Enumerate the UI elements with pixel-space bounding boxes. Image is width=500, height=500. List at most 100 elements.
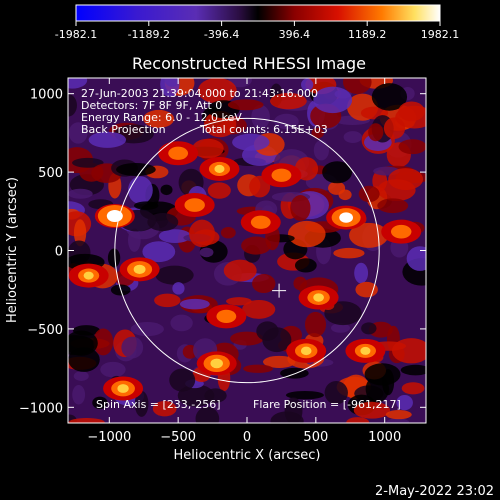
detectors-text: Detectors: 7F 8F 9F, Att 0 bbox=[81, 99, 222, 112]
heatmap-cell bbox=[406, 246, 426, 271]
heatmap-cell bbox=[155, 265, 194, 285]
hotspot-core bbox=[117, 384, 129, 393]
heatmap-cell bbox=[391, 338, 426, 364]
hotspot-core bbox=[210, 358, 223, 369]
axes: −1000 −500 0 500 1000 −1000 −500 0 500 1000 bbox=[19, 78, 426, 445]
heatmap-cell bbox=[274, 113, 299, 130]
heatmap-cell bbox=[251, 104, 270, 129]
heatmap-cell bbox=[158, 229, 192, 244]
time-range-text: 27-Jun-2003 21:39:04.000 to 21:43:16.000 bbox=[81, 87, 318, 100]
heatmap-cell bbox=[331, 323, 350, 333]
hotspot-core bbox=[83, 271, 94, 280]
hotspot-core bbox=[300, 346, 312, 356]
heatmap-cell bbox=[342, 78, 372, 94]
heatmap-cell bbox=[368, 123, 384, 142]
heatmap-cell bbox=[398, 139, 426, 155]
heatmap-cell bbox=[128, 228, 141, 252]
heatmap-cell bbox=[68, 188, 93, 199]
heatmap-cell bbox=[252, 274, 276, 294]
colorbar-tick-label: -1982.1 bbox=[55, 28, 97, 41]
heatmap-cell bbox=[134, 201, 159, 210]
hotspot-core bbox=[313, 293, 324, 302]
x-tick-label: −1000 bbox=[87, 430, 131, 445]
hotspot bbox=[216, 309, 237, 323]
heatmap-cell bbox=[290, 194, 311, 222]
heatmap-cell bbox=[287, 220, 326, 248]
y-tick-label: 500 bbox=[38, 166, 63, 181]
x-tick-label: 0 bbox=[243, 430, 251, 445]
hotspot bbox=[184, 198, 205, 212]
hotspot-core bbox=[133, 264, 146, 274]
heatmap-cell bbox=[220, 226, 236, 239]
heatmap-cell bbox=[199, 247, 214, 258]
heatmap-cell bbox=[88, 131, 127, 148]
heatmap-cell bbox=[396, 394, 413, 411]
colorbar-tick-label: 1189.2 bbox=[348, 28, 387, 41]
heatmap-cell bbox=[383, 117, 406, 139]
heatmap-cell bbox=[107, 248, 121, 268]
heatmap-cell bbox=[73, 371, 89, 381]
heatmap-cell bbox=[361, 322, 377, 335]
heatmap-cell bbox=[92, 396, 108, 410]
heatmap-cell bbox=[170, 314, 193, 332]
heatmap-cell bbox=[154, 293, 181, 308]
heatmap-cell bbox=[197, 78, 237, 104]
heatmap-cell bbox=[72, 157, 104, 168]
heatmap-cell bbox=[398, 101, 425, 122]
heatmap-cell bbox=[294, 258, 317, 273]
heatmap-cell bbox=[313, 86, 353, 114]
x-tick-label: 500 bbox=[303, 430, 328, 445]
spin-axis-text: Spin Axis = [233,-256] bbox=[96, 398, 221, 411]
heatmap-cell bbox=[204, 388, 227, 403]
heatmap-cell bbox=[301, 78, 314, 91]
heatmap-cell bbox=[338, 189, 352, 201]
heatmap-cell bbox=[116, 163, 156, 177]
x-tick-label: −500 bbox=[160, 430, 196, 445]
method-text: Back Projection bbox=[81, 123, 166, 136]
hotspot-core bbox=[339, 212, 353, 223]
heatmap-cell bbox=[284, 397, 303, 423]
hotspot-core bbox=[214, 164, 225, 173]
heatmap-cell bbox=[143, 109, 175, 128]
heatmap-cell bbox=[293, 276, 307, 291]
heatmap-cell bbox=[227, 99, 264, 111]
heatmap-cell bbox=[385, 410, 412, 420]
heatmap-cell bbox=[313, 140, 330, 161]
y-tick-label: 1000 bbox=[30, 88, 63, 103]
x-tick-label: 1000 bbox=[368, 430, 401, 445]
solar-limb-circle bbox=[114, 117, 380, 384]
total-counts-text: Total counts: 6.15E+03 bbox=[199, 123, 328, 136]
heatmap-cell bbox=[93, 328, 114, 356]
heatmap-cell bbox=[243, 364, 274, 373]
heatmap-cell bbox=[189, 219, 215, 248]
heatmap-cell bbox=[400, 364, 426, 376]
heatmap-cell bbox=[68, 122, 88, 144]
heatmap-cell bbox=[324, 380, 348, 405]
heatmap-cell bbox=[364, 363, 401, 386]
heatmap-cell bbox=[343, 131, 363, 144]
heatmap-cell bbox=[160, 184, 173, 196]
colorbar-tick-label: 1982.1 bbox=[421, 28, 460, 41]
heatmap-cell bbox=[353, 401, 391, 419]
heatmap-cell bbox=[285, 390, 324, 400]
heatmap-cell bbox=[68, 94, 77, 117]
heatmap-cell bbox=[226, 297, 252, 306]
heatmap-cell bbox=[160, 78, 180, 97]
heatmap-cell bbox=[207, 182, 231, 199]
energy-range-text: Energy Range: 6.0 - 12.0 keV bbox=[81, 111, 242, 124]
heatmap-cell bbox=[130, 322, 164, 337]
flare-position-text: Flare Position = [-961,217] bbox=[253, 398, 401, 411]
footer-date: 2-May-2022 23:02 bbox=[375, 484, 494, 499]
hotspot-core bbox=[360, 346, 371, 355]
heatmap-cell bbox=[270, 92, 307, 110]
heatmap-cell bbox=[152, 400, 177, 417]
heatmap-cell bbox=[73, 219, 87, 247]
heatmap-cell bbox=[371, 83, 408, 111]
heatmap-cell bbox=[68, 330, 98, 356]
heatmap-cell bbox=[128, 176, 153, 205]
heatmap-cell bbox=[263, 355, 296, 368]
heatmap-cell bbox=[241, 236, 272, 255]
hotspot bbox=[168, 146, 189, 160]
heatmap-cell bbox=[72, 384, 86, 405]
